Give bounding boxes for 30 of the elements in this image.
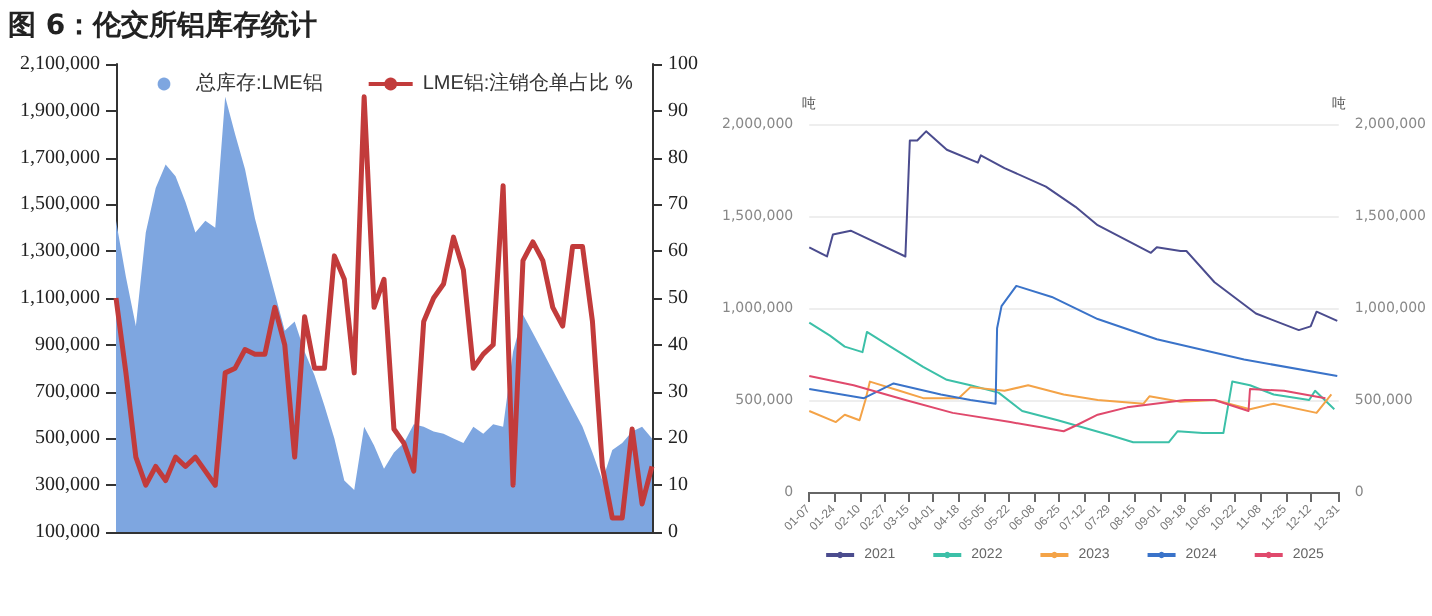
y-tick-label: 1,300,000 [20,240,100,263]
y2-tick-label: 90 [668,99,688,122]
y2-tick-label: 0 [668,521,678,543]
y2-tick-label: 60 [668,240,688,263]
y-tick-label: 300,000 [35,474,100,497]
y2-tick-label: 10 [668,474,688,497]
y2-tick-label: 70 [668,193,688,216]
y-tick-label: 100,000 [35,521,100,543]
y2-tick-label: 50 [668,287,688,309]
legend-label: LME铝:注销仓单占比 % [422,71,633,95]
y2-tick-label: 20 [668,427,688,450]
chart-title: 图 6：伦交所铝库存统计 [8,8,318,44]
y-tick-label: 900,000 [35,333,100,356]
line-series [808,375,1327,433]
y2-tick-label: 80 [668,146,688,169]
y-tick-label: 2,100,000 [20,53,100,75]
y-tick-label: 500,000 [35,427,100,450]
y-tick-label: 1,100,000 [20,287,100,309]
line-series [808,321,1336,444]
y-tick-label: 1,500,000 [20,193,100,216]
y2-tick-label: 100 [668,53,698,75]
y-tick-label: 1,900,000 [20,99,100,122]
legend-label: 总库存:LME铝 [194,71,323,95]
y-tick-label: 1,700,000 [20,146,100,169]
y2-tick-label: 30 [668,380,688,403]
y2-tick-label: 40 [668,333,688,356]
line-series [808,380,1333,424]
line-series [808,284,1339,405]
y-tick-label: 700,000 [35,380,100,403]
line-series [808,130,1339,332]
